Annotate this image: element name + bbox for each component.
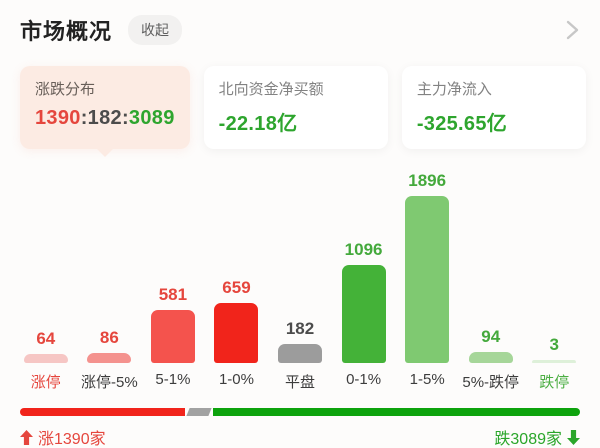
bar-column: 86 xyxy=(78,328,142,363)
value-part: : xyxy=(121,107,129,129)
segment-advancers xyxy=(20,408,186,416)
segment-decliners xyxy=(212,408,580,416)
bar-column: 1096 xyxy=(332,240,396,363)
bar-value-label: 1096 xyxy=(344,240,383,259)
card-title: 涨跌分布 xyxy=(35,81,96,98)
x-axis-label: 0-1% xyxy=(346,371,382,388)
bar-value-label: 1896 xyxy=(408,171,447,190)
bar-column: 64 xyxy=(14,329,78,363)
x-axis-label: 涨停-5% xyxy=(81,374,138,391)
bar xyxy=(214,303,259,363)
bar xyxy=(532,360,577,363)
chart-x-labels: 涨停 涨停-5% 5-1% 1-0% 平盘 0-1% 1-5% 5%-跌停 跌停 xyxy=(14,371,586,392)
segment-unchanged xyxy=(186,408,212,416)
updown-distribution-chart: 64 86 581 659 182 1096 1896 94 3 涨停 涨停-5% 5-1% 1-0%… xyxy=(0,161,600,392)
bar xyxy=(150,310,195,363)
x-axis-label: 1-5% xyxy=(409,371,445,388)
bar-column: 581 xyxy=(141,285,205,363)
bar-column: 94 xyxy=(459,327,523,363)
collapse-button[interactable]: 收起 xyxy=(128,15,183,45)
bar-value-label: 3 xyxy=(549,335,560,354)
bar-column: 659 xyxy=(205,278,269,363)
advance-decline-legend: 涨1390家 跌3089家 xyxy=(20,425,580,448)
arrow-up-icon xyxy=(20,429,33,445)
bar xyxy=(23,354,68,363)
decliners-text: 跌3089家 xyxy=(494,431,562,448)
value-part: : xyxy=(80,107,88,129)
chart-bars: 64 86 581 659 182 1096 1896 94 3 xyxy=(14,161,586,363)
summary-cards: 涨跌分布 1390:182:3089 北向资金净买额 -22.18亿 主力净流入… xyxy=(0,46,600,157)
bar-value-label: 659 xyxy=(222,278,251,297)
bar-value-label: 64 xyxy=(36,329,56,348)
chevron-right-icon[interactable] xyxy=(562,17,582,43)
card-title: 主力净流入 xyxy=(416,81,492,98)
header: 市场概况 收起 xyxy=(0,0,600,46)
northbound-net-buy-value: -22.18亿 xyxy=(218,113,298,135)
bar xyxy=(468,352,513,363)
value-part: 1390 xyxy=(35,107,81,129)
advance-decline-footer: 涨1390家 跌3089家 xyxy=(0,408,600,448)
bar-value-label: 86 xyxy=(99,328,119,347)
card-updown-distribution[interactable]: 涨跌分布 1390:182:3089 xyxy=(20,66,190,157)
bar-value-label: 94 xyxy=(481,327,501,346)
bar-column: 1896 xyxy=(395,171,459,363)
bar xyxy=(278,344,323,363)
x-axis-label: 平盘 xyxy=(285,374,316,391)
advance-decline-bar xyxy=(20,408,580,416)
bar-column: 182 xyxy=(268,319,332,363)
x-axis-label: 5%-跌停 xyxy=(462,374,520,391)
bar-column: 3 xyxy=(523,335,587,363)
bar xyxy=(405,196,450,363)
bar xyxy=(87,353,132,363)
advancers-label: 涨1390家 xyxy=(20,425,106,448)
main-force-net-inflow-value: -325.65亿 xyxy=(416,113,508,135)
decliners-label: 跌3089家 xyxy=(494,425,580,448)
bar-value-label: 182 xyxy=(285,319,315,338)
x-axis-label: 5-1% xyxy=(155,371,191,388)
bar xyxy=(341,265,386,363)
value-part: 3089 xyxy=(128,107,175,129)
card-title: 北向资金净买额 xyxy=(218,81,324,98)
card-northbound-net-buy[interactable]: 北向资金净买额 -22.18亿 xyxy=(203,66,388,149)
bar-value-label: 581 xyxy=(158,285,188,304)
page-title: 市场概况 xyxy=(20,19,113,44)
x-axis-label: 跌停 xyxy=(539,374,570,391)
arrow-down-icon xyxy=(567,429,580,445)
x-axis-label: 1-0% xyxy=(218,371,254,388)
advancers-text: 涨1390家 xyxy=(38,431,106,448)
x-axis-label: 涨停 xyxy=(30,374,61,391)
updown-distribution-value: 1390:182:3089 xyxy=(35,107,175,130)
value-part: 182 xyxy=(87,107,122,129)
card-main-force-net-inflow[interactable]: 主力净流入 -325.65亿 xyxy=(401,66,586,149)
